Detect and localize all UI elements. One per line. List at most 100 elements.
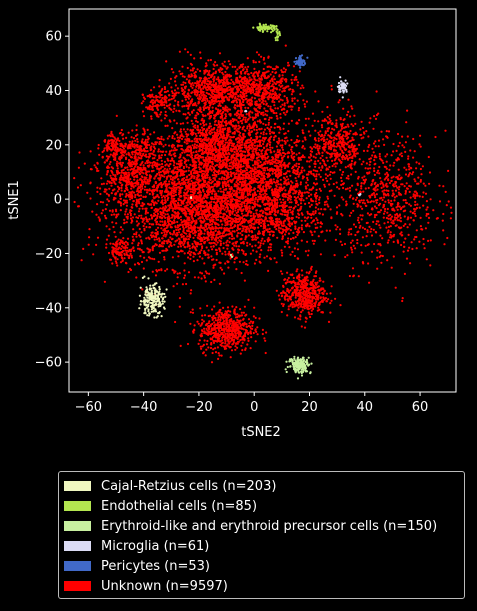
data-point (178, 241, 181, 245)
data-point (170, 189, 174, 192)
data-point (178, 50, 181, 53)
data-point (183, 274, 187, 277)
data-point (258, 175, 261, 178)
data-point (245, 97, 248, 100)
data-point (226, 208, 229, 211)
data-point (229, 121, 232, 124)
data-point (216, 85, 219, 88)
data-point (203, 232, 206, 235)
data-point (180, 218, 183, 221)
data-point (284, 189, 287, 192)
data-point (279, 144, 282, 147)
data-point (255, 104, 258, 107)
data-point (262, 133, 265, 136)
data-point (173, 180, 176, 183)
data-point (286, 156, 290, 159)
data-point (259, 253, 262, 256)
data-point (232, 147, 236, 151)
data-point (214, 159, 217, 162)
data-point (241, 114, 244, 118)
data-point (142, 172, 145, 175)
data-point (284, 137, 287, 140)
data-point (194, 181, 198, 184)
data-point (103, 280, 106, 283)
data-point (174, 186, 177, 189)
data-point (252, 123, 255, 126)
data-point (244, 263, 248, 266)
data-point (214, 216, 218, 219)
data-point (168, 119, 171, 122)
data-point (210, 236, 213, 239)
data-point (156, 189, 159, 192)
data-point (148, 226, 152, 229)
data-point (267, 105, 270, 108)
data-point (301, 129, 304, 132)
data-point (279, 113, 282, 116)
data-point (193, 191, 196, 195)
data-point (148, 222, 151, 225)
data-point (197, 159, 200, 162)
data-point (97, 216, 100, 219)
data-point (175, 92, 178, 95)
data-point (304, 105, 307, 108)
data-point (314, 90, 317, 93)
data-point (232, 248, 235, 251)
data-point (263, 256, 266, 259)
data-point (129, 209, 132, 212)
data-point (262, 56, 266, 60)
data-point (169, 232, 172, 235)
data-point (208, 272, 211, 275)
data-point (249, 158, 252, 161)
data-point (251, 193, 254, 196)
data-point (309, 134, 312, 137)
data-point (209, 188, 212, 191)
data-point (255, 258, 258, 261)
data-point (189, 230, 192, 234)
data-point (251, 159, 254, 162)
data-point (217, 171, 220, 174)
data-point (171, 135, 174, 138)
data-point (234, 217, 237, 220)
data-point (177, 178, 180, 181)
data-point (246, 118, 249, 121)
data-point (211, 174, 214, 177)
data-point (204, 240, 207, 243)
data-point (126, 217, 129, 220)
data-point (256, 87, 260, 90)
data-point (189, 53, 192, 57)
data-point (197, 191, 200, 194)
data-point (181, 105, 184, 108)
data-point (210, 186, 213, 189)
data-point (222, 235, 225, 238)
data-point (228, 162, 231, 165)
data-point (184, 48, 187, 51)
data-point (176, 136, 179, 139)
data-point (248, 177, 251, 180)
data-point (152, 245, 155, 248)
data-point (180, 201, 183, 204)
data-point (233, 244, 236, 247)
data-point (274, 91, 277, 94)
data-point (269, 146, 272, 149)
data-point (126, 168, 129, 171)
data-point (172, 197, 175, 200)
data-point (303, 103, 306, 106)
data-point (268, 233, 271, 236)
data-point (296, 84, 299, 87)
data-point (145, 207, 148, 210)
data-point (261, 149, 264, 152)
data-point (188, 218, 191, 221)
data-point (170, 226, 173, 229)
data-point (207, 185, 210, 188)
data-point (239, 90, 242, 94)
data-point (204, 106, 207, 110)
data-point (297, 193, 300, 196)
data-point (239, 131, 242, 135)
data-point (293, 78, 296, 81)
data-point (199, 57, 202, 60)
data-point (251, 153, 254, 156)
data-point (252, 59, 255, 62)
data-point (133, 263, 137, 266)
data-point (141, 201, 144, 205)
data-point (254, 238, 258, 241)
